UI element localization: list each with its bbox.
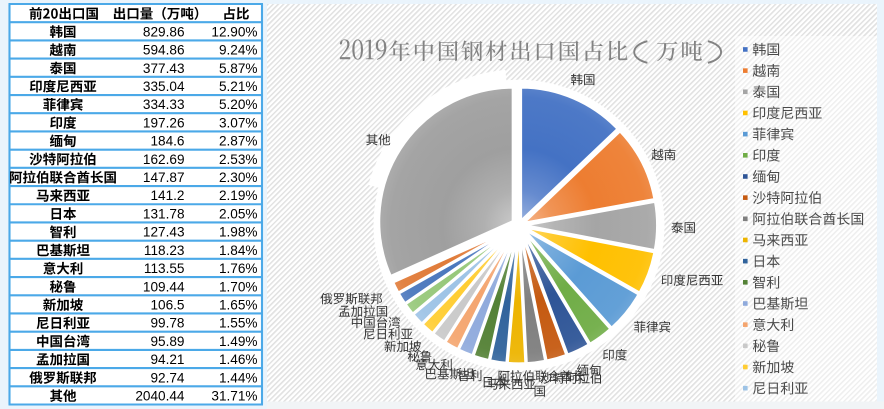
svg-text:99.78: 99.78 <box>150 316 184 331</box>
svg-text:127.43: 127.43 <box>143 225 185 240</box>
svg-text:1.49%: 1.49% <box>219 334 258 349</box>
svg-text:2.19%: 2.19% <box>219 188 258 203</box>
svg-text:1.65%: 1.65% <box>219 298 258 313</box>
svg-text:335.04: 335.04 <box>143 79 185 94</box>
svg-text:5.21%: 5.21% <box>219 79 258 94</box>
svg-text:2.30%: 2.30% <box>219 170 258 185</box>
svg-text:184.6: 184.6 <box>150 134 184 149</box>
svg-text:5.20%: 5.20% <box>219 97 258 112</box>
svg-text:118.23: 118.23 <box>144 243 185 258</box>
svg-text:1.70%: 1.70% <box>219 279 258 294</box>
svg-text:197.26: 197.26 <box>143 115 185 130</box>
svg-text:334.33: 334.33 <box>143 97 185 112</box>
svg-text:1.98%: 1.98% <box>219 225 258 240</box>
svg-text:113.55: 113.55 <box>144 261 185 276</box>
svg-text:829.86: 829.86 <box>143 24 185 39</box>
svg-text:131.78: 131.78 <box>143 206 185 221</box>
svg-text:1.44%: 1.44% <box>219 370 258 385</box>
svg-text:1.55%: 1.55% <box>219 316 258 331</box>
svg-text:147.87: 147.87 <box>143 170 185 185</box>
svg-text:2040.44: 2040.44 <box>135 389 185 404</box>
svg-text:1.84%: 1.84% <box>219 243 258 258</box>
svg-text:2.87%: 2.87% <box>219 134 258 149</box>
svg-text:106.5: 106.5 <box>150 298 184 313</box>
svg-text:94.21: 94.21 <box>150 352 184 367</box>
svg-text:377.43: 377.43 <box>143 61 185 76</box>
svg-text:31.71%: 31.71% <box>211 389 257 404</box>
svg-text:5.87%: 5.87% <box>219 61 258 76</box>
svg-text:95.89: 95.89 <box>150 334 184 349</box>
svg-text:92.74: 92.74 <box>150 370 184 385</box>
svg-text:12.90%: 12.90% <box>211 24 257 39</box>
svg-text:1.76%: 1.76% <box>219 261 258 276</box>
svg-text:2.05%: 2.05% <box>219 206 258 221</box>
svg-text:3.07%: 3.07% <box>219 115 258 130</box>
svg-text:109.44: 109.44 <box>143 279 185 294</box>
svg-text:141.2: 141.2 <box>150 188 184 203</box>
svg-text:2.53%: 2.53% <box>219 152 258 167</box>
svg-text:162.69: 162.69 <box>143 152 185 167</box>
svg-text:1.46%: 1.46% <box>219 352 258 367</box>
svg-text:9.24%: 9.24% <box>219 43 258 58</box>
svg-text:594.86: 594.86 <box>143 43 185 58</box>
